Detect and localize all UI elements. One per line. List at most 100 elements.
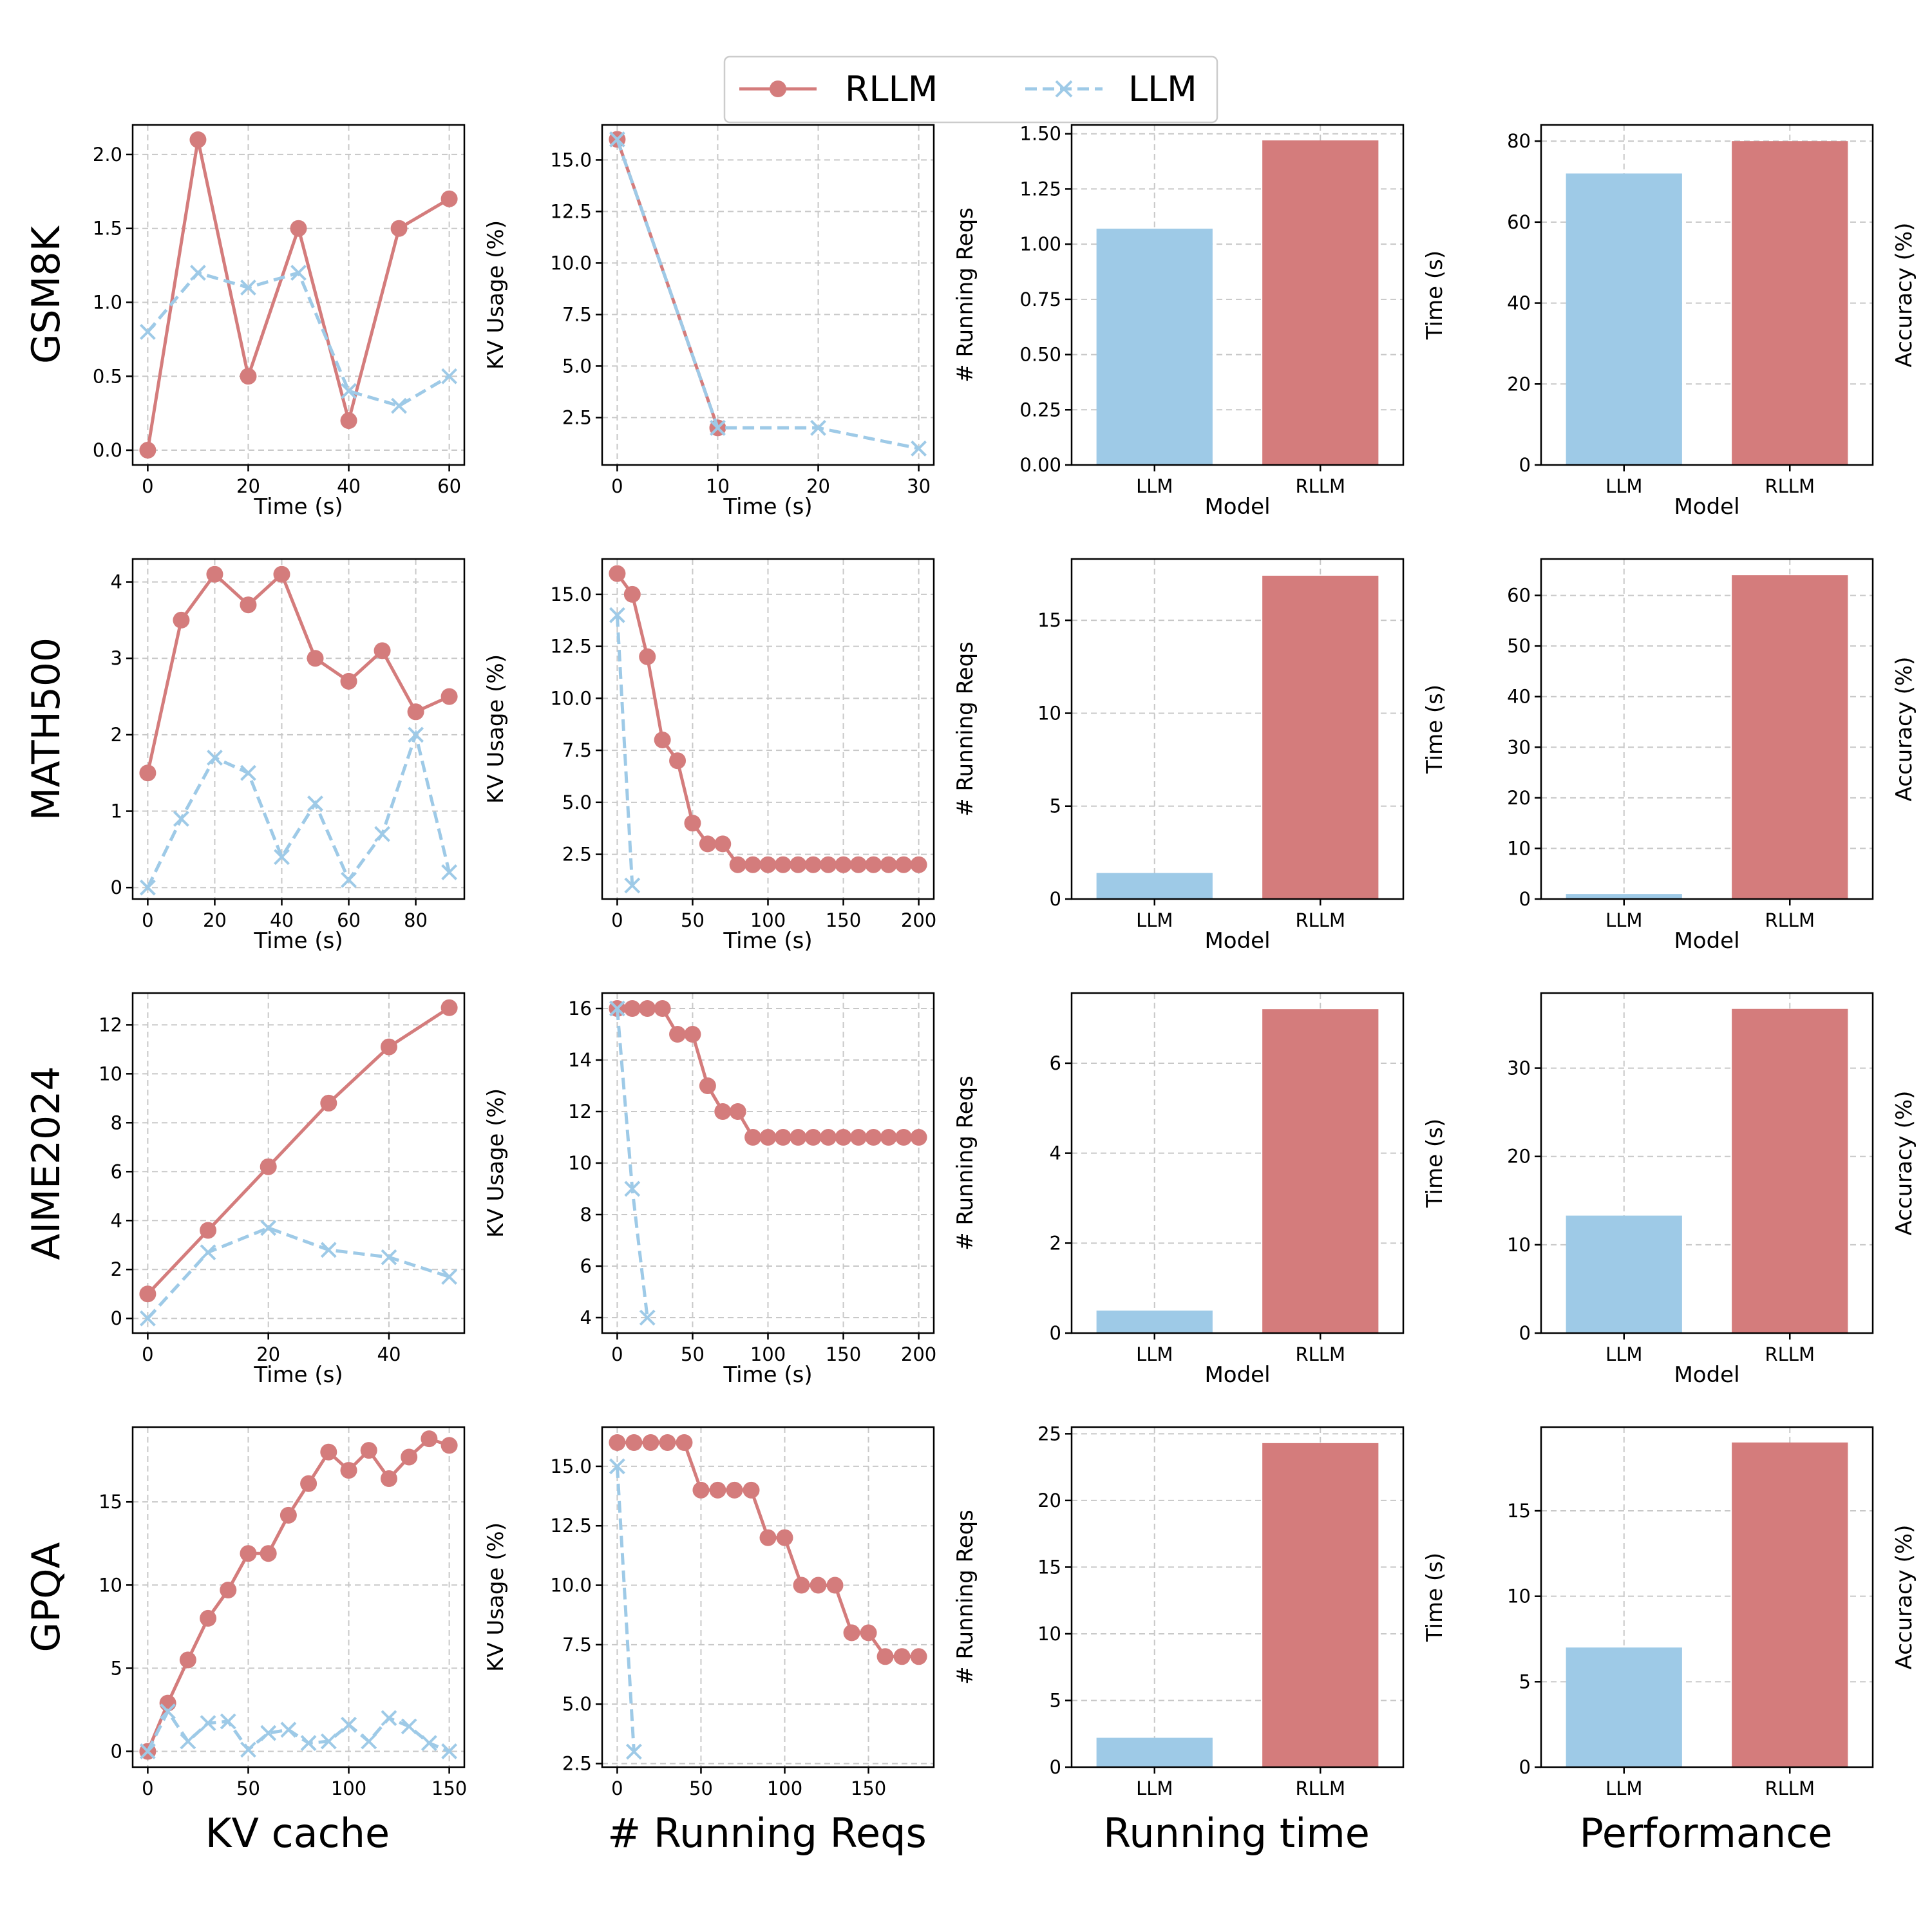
y-tick-label: 16	[568, 998, 592, 1019]
point-llm	[160, 1703, 176, 1719]
x-tick-label: 40	[270, 909, 294, 931]
y-tick-label: 30	[1507, 736, 1531, 758]
y-tick-label: 10.0	[550, 252, 592, 274]
point-rllm	[240, 1545, 257, 1562]
x-tick-label: RLLM	[1765, 1777, 1815, 1799]
y-tick-label: 10	[1507, 837, 1531, 859]
point-rllm	[876, 1648, 894, 1665]
point-rllm	[340, 1462, 357, 1479]
series-line-llm	[616, 138, 920, 450]
point-llm-stroke	[421, 1735, 437, 1751]
series-line-llm	[615, 1466, 636, 1752]
point-rllm	[407, 703, 424, 721]
bar-rllm	[1732, 1009, 1848, 1333]
x-tick-label: 150	[431, 1777, 467, 1799]
bar-llm	[1566, 1215, 1682, 1333]
x-axis-label: Time (s)	[253, 494, 343, 520]
x-tick-label: LLM	[1605, 909, 1642, 931]
y-tick-label: 5	[1519, 1671, 1531, 1692]
point-rllm	[340, 412, 357, 430]
point-llm-stroke	[240, 764, 256, 781]
y-tick-label: 7.5	[562, 303, 592, 325]
y-tick-label: 5	[1050, 795, 1061, 817]
y-tick-label: 12.5	[550, 200, 592, 222]
x-tick-label: 50	[689, 1777, 713, 1799]
point-llm	[240, 1741, 256, 1758]
y-axis-label: # Running Reqs	[952, 641, 978, 817]
point-rllm	[320, 1443, 337, 1461]
point-rllm	[726, 1481, 743, 1499]
y-tick-label: 10	[1037, 1623, 1061, 1645]
x-axis-label: Time (s)	[723, 928, 812, 954]
panel-math500-kv-cache: 0 20 40 60 80 0 1 2 3 4 Time (s) KV Usage (%)	[111, 558, 509, 954]
point-rllm	[401, 1448, 418, 1466]
axes-frame	[131, 124, 466, 466]
y-tick-label: 2.0	[93, 144, 122, 166]
point-rllm	[895, 1129, 913, 1146]
axes-frame	[1070, 124, 1405, 466]
panel-aime2024-running-time: LLM RLLM 0 2 4 6 Model Time (s)	[1050, 992, 1448, 1388]
point-rllm	[826, 1577, 844, 1594]
y-axis-label: KV Usage (%)	[483, 1088, 509, 1238]
legend: RLLM LLM	[723, 55, 1218, 124]
point-rllm	[609, 565, 626, 582]
point-llm	[341, 871, 357, 888]
point-llm	[441, 1269, 458, 1285]
point-llm-stroke	[139, 1310, 156, 1327]
point-rllm	[714, 1103, 732, 1120]
point-llm-stroke	[139, 1743, 156, 1759]
point-llm-stroke	[139, 879, 156, 896]
y-tick-label: 15	[1507, 1500, 1531, 1522]
x-axis-label: Time (s)	[723, 494, 812, 520]
x-tick-label: RLLM	[1765, 909, 1815, 931]
x-tick-label: RLLM	[1296, 1777, 1345, 1799]
y-tick-label: 4	[111, 571, 122, 593]
axes-frame	[601, 1426, 935, 1768]
point-rllm	[684, 815, 701, 832]
y-tick-label: 25	[1037, 1423, 1061, 1444]
point-llm	[391, 397, 407, 414]
point-llm-stroke	[609, 131, 625, 147]
y-tick-label: 1.25	[1019, 178, 1061, 200]
point-llm-stroke	[441, 864, 458, 880]
point-rllm	[699, 1077, 716, 1094]
y-tick-label: 5	[111, 1657, 122, 1679]
point-rllm	[273, 565, 290, 583]
x-tick-label: 100	[750, 909, 786, 931]
y-tick-label: 10.0	[550, 1575, 592, 1596]
x-axis-label: Time (s)	[723, 1362, 812, 1388]
point-rllm	[307, 650, 324, 667]
point-rllm	[744, 1129, 762, 1146]
y-tick-label: 60	[1507, 211, 1531, 233]
panel-gsm8k-performance: LLM RLLM 0 20 40 60 80 Model Accuracy (%)	[1507, 124, 1917, 520]
x-tick-label: 60	[437, 475, 461, 497]
x-tick-label: 0	[142, 1777, 153, 1799]
point-llm	[290, 265, 307, 281]
point-rllm	[609, 1434, 626, 1451]
series-line-rllm	[146, 1006, 450, 1295]
x-tick-label: 20	[256, 1343, 280, 1365]
y-tick-label: 0.00	[1019, 454, 1061, 476]
x-tick-label: 200	[901, 1343, 936, 1365]
x-tick-label: RLLM	[1765, 1343, 1815, 1365]
x-tick-label: 40	[337, 475, 361, 497]
row-label-math500: MATH500	[24, 638, 69, 820]
x-tick-label: 0	[142, 1343, 153, 1365]
x-tick-label: 50	[681, 909, 705, 931]
y-tick-label: 1.0	[93, 291, 122, 313]
axes-frame	[131, 992, 466, 1334]
point-rllm	[360, 1442, 377, 1459]
point-llm	[401, 1718, 417, 1735]
x-tick-label: 20	[806, 475, 830, 497]
point-llm	[609, 607, 625, 623]
point-rllm	[179, 1651, 196, 1669]
series-line-rllm	[617, 1441, 919, 1658]
point-rllm	[793, 1577, 810, 1594]
point-llm-stroke	[341, 383, 357, 399]
point-llm-stroke	[624, 877, 641, 894]
axes-frame	[601, 124, 935, 466]
x-tick-label: LLM	[1605, 1777, 1642, 1799]
legend-llm-marker	[1055, 80, 1073, 98]
axes-frame	[1540, 1426, 1874, 1768]
